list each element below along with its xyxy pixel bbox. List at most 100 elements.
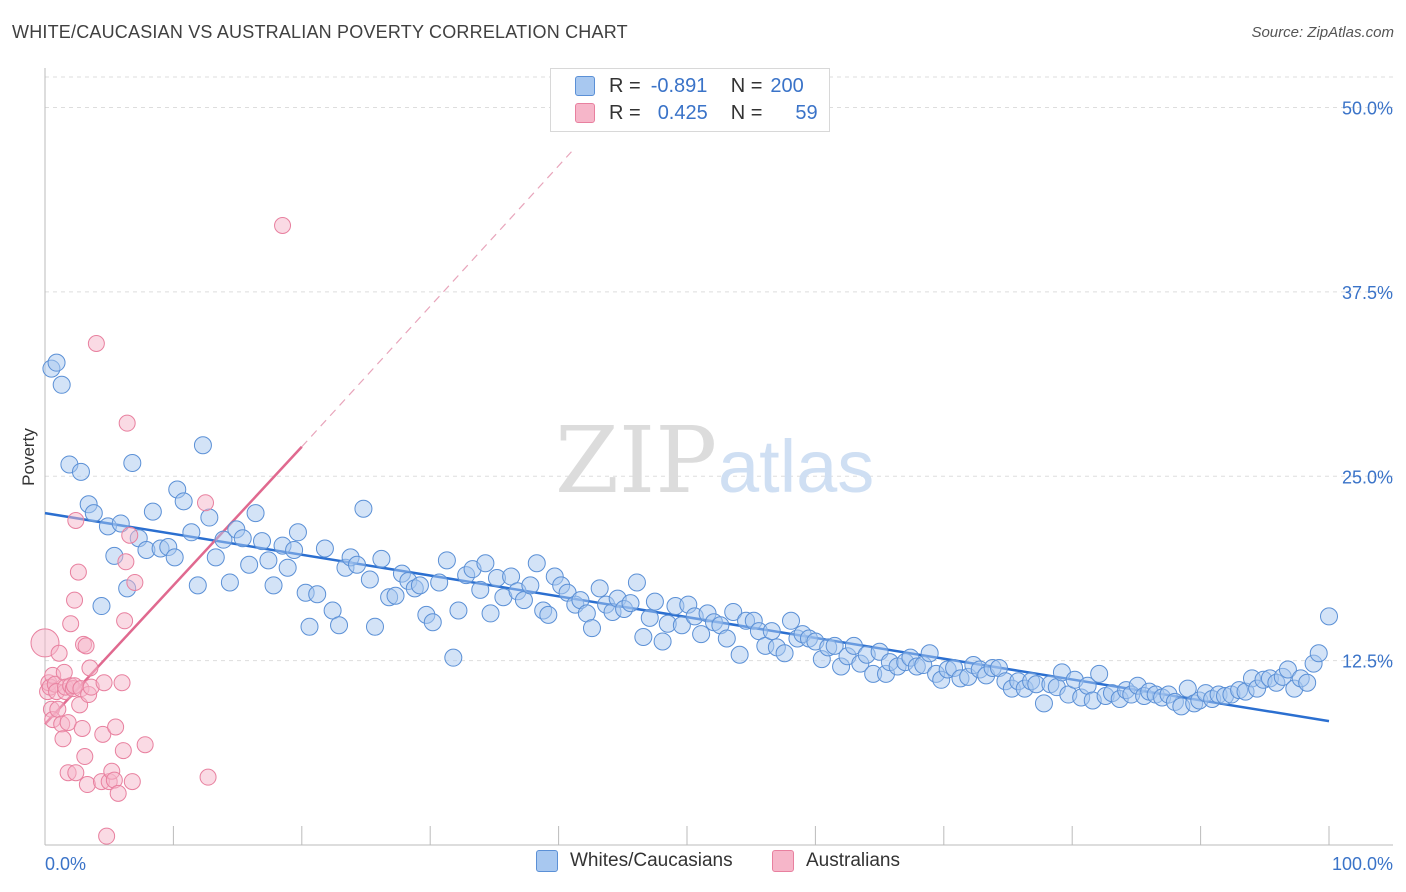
data-point-whites (84, 504, 103, 523)
data-point-whites (724, 602, 743, 621)
data-point-whites (844, 636, 863, 655)
data-point-whites (653, 632, 672, 651)
data-point-australians (69, 563, 87, 581)
data-point-whites (692, 625, 711, 644)
data-point-whites (471, 580, 490, 599)
trend-extension-australians (301, 151, 572, 448)
data-point-whites (330, 616, 349, 635)
data-point-whites (1278, 660, 1297, 679)
data-point-whites (288, 523, 307, 542)
data-point-australians (62, 615, 80, 633)
data-point-australians (121, 526, 139, 544)
data-point-whites (354, 499, 373, 518)
data-point-australians (274, 217, 292, 234)
data-point-australians (76, 748, 94, 765)
data-point-whites (214, 530, 233, 549)
data-point-australians (109, 784, 127, 802)
data-point-whites (285, 541, 304, 559)
data-point-whites (233, 529, 252, 548)
data-point-whites (481, 604, 500, 623)
data-point-australians (67, 512, 85, 529)
data-point-whites (47, 353, 66, 372)
y-tick-label: 25.0% (1342, 467, 1393, 487)
data-point-whites (634, 628, 653, 647)
data-point-whites (372, 549, 391, 568)
data-point-australians (66, 591, 84, 609)
data-point-whites (71, 462, 90, 481)
y-axis-label: Poverty (19, 428, 38, 486)
data-point-whites (315, 539, 334, 558)
data-point-whites (220, 573, 239, 592)
data-point-whites (430, 573, 449, 592)
data-point-whites (52, 375, 71, 394)
data-point-whites (182, 523, 201, 542)
watermark-atlas: atlas (718, 425, 874, 508)
data-point-whites (278, 558, 297, 577)
legend-r-label: R = (609, 74, 641, 97)
data-point-whites (240, 555, 259, 574)
legend-swatch-pink (575, 103, 595, 123)
data-point-australians (126, 573, 144, 591)
data-point-australians (67, 764, 85, 782)
correlation-legend: R = -0.891 N = 200 R = 0.425 N = 59 (550, 68, 830, 132)
y-tick-label: 50.0% (1342, 99, 1393, 119)
data-point-whites (111, 514, 130, 533)
data-point-whites (825, 636, 844, 655)
data-point-whites (476, 554, 495, 573)
legend-row-whites: R = -0.891 N = 200 (575, 73, 804, 99)
data-point-whites (1298, 673, 1317, 692)
legend-swatch-blue (575, 76, 595, 96)
data-point-whites (590, 579, 609, 598)
legend-n-value: 59 (795, 101, 818, 124)
data-point-whites (539, 605, 558, 624)
x-tick-label: 100.0% (1332, 854, 1393, 874)
data-point-whites (193, 436, 212, 455)
legend-row-australians: R = 0.425 N = 59 (575, 100, 818, 126)
data-point-australians (78, 776, 96, 794)
points-layer (30, 217, 1338, 845)
data-point-whites (672, 616, 691, 635)
data-point-australians (199, 768, 217, 786)
legend-r-value: -0.891 (650, 74, 708, 97)
data-point-australians (118, 414, 136, 432)
bottom-legend-whites: Whites/Caucasians (536, 850, 733, 872)
bottom-legend-australians: Australians (772, 850, 900, 872)
data-point-whites (627, 573, 646, 592)
data-point-australians (95, 674, 113, 692)
data-point-australians (107, 718, 125, 736)
data-point-australians (50, 644, 68, 662)
data-point-whites (365, 617, 384, 636)
data-point-whites (188, 576, 207, 595)
data-point-whites (386, 586, 405, 605)
data-point-whites (444, 648, 463, 667)
data-point-australians (136, 736, 154, 754)
watermark: ZIP atlas (555, 407, 874, 514)
data-point-australians (117, 553, 135, 571)
trend-line-australians (44, 445, 303, 725)
data-point-australians (73, 719, 91, 737)
data-point-whites (165, 548, 184, 567)
data-point-whites (1090, 664, 1109, 683)
data-point-whites (252, 532, 271, 551)
data-point-australians (116, 612, 134, 630)
data-point-australians (87, 335, 105, 352)
data-point-whites (782, 611, 801, 630)
data-point-australians (49, 700, 67, 718)
data-point-whites (300, 617, 319, 636)
data-point-whites (410, 576, 429, 595)
data-point-whites (206, 548, 225, 567)
data-point-whites (360, 570, 379, 589)
data-point-whites (1309, 644, 1328, 663)
bottom-legend-australians-label: Australians (806, 850, 900, 871)
data-point-australians (94, 725, 112, 743)
data-point-whites (1034, 694, 1053, 713)
data-point-whites (717, 629, 736, 648)
data-point-australians (98, 827, 116, 845)
data-point-whites (621, 594, 640, 613)
data-point-whites (640, 608, 659, 627)
data-point-whites (582, 619, 601, 638)
data-point-australians (81, 659, 99, 677)
data-point-whites (246, 504, 265, 523)
data-point-australians (54, 730, 72, 748)
